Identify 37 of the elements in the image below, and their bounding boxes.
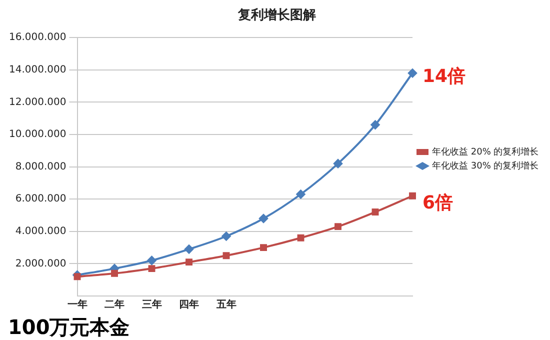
point [186,258,192,266]
point [259,214,268,223]
x-tick-label: 三年 [142,298,162,311]
text: 6倍 [422,192,454,214]
y-tick-label: 14.000.000 [8,64,66,76]
point [184,244,194,254]
x-tick-label: 二年 [104,298,125,311]
point [370,120,380,130]
point [297,234,304,242]
text: 14倍 [422,66,466,87]
x-tick-label: 一年 [67,298,88,311]
point [408,68,417,78]
point [372,208,379,216]
point [334,159,342,168]
chart-title: 复利增长图解 [237,7,316,24]
point [222,252,230,260]
point [111,270,118,277]
point [74,273,81,280]
point [148,265,156,272]
y-tick-label: 16.000.000 [8,32,66,44]
point [334,223,342,230]
point [409,192,416,200]
y-tick-label: 10.000.000 [8,129,66,140]
point [147,256,156,265]
legend-label: 年化收益 30% 的复利增长 [432,160,539,172]
text: 100万元本金 [8,315,130,339]
legend-label: 年化收益 20% 的复利增长 [432,146,539,158]
y-tick-label: 2.000.000 [15,258,66,270]
y-tick-label: 6.000.000 [15,194,66,205]
y-tick-label: 4.000.000 [15,226,66,237]
y-tick-label: 12.000.000 [8,96,66,108]
x-tick-label: 五年 [215,298,236,311]
point [260,244,267,252]
point [296,190,306,199]
y-tick-label: 8.000.000 [15,161,66,172]
point [222,232,231,241]
x-tick-label: 四年 [179,298,200,311]
